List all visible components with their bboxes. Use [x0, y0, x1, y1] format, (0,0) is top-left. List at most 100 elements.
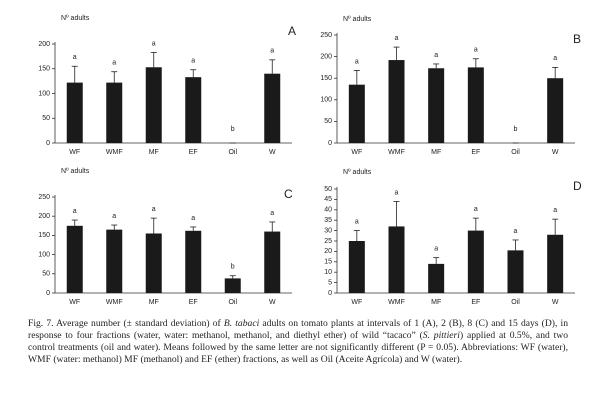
bar [428, 263, 445, 293]
x-tick-label: WF [351, 299, 362, 306]
chart-title: Nº adults [343, 169, 372, 176]
x-tick-label: W [269, 149, 276, 156]
bar [66, 225, 83, 293]
bar [145, 233, 162, 293]
bar [467, 230, 484, 293]
x-tick-label: W [552, 149, 559, 156]
bar [547, 234, 564, 293]
y-tick-label: 50 [324, 186, 332, 193]
y-tick-label: 10 [324, 269, 332, 276]
significance-letter: b [514, 126, 518, 133]
x-tick-label: EF [471, 299, 480, 306]
x-tick-label: EF [189, 149, 198, 156]
x-tick-label: WMF [106, 299, 123, 306]
y-tick-label: 150 [38, 66, 50, 73]
x-tick-label: Oil [511, 149, 520, 156]
significance-letter: a [112, 60, 116, 67]
y-tick-label: 50 [42, 115, 50, 122]
bar [145, 67, 162, 143]
y-tick-label: 150 [38, 232, 50, 239]
significance-letter: a [355, 58, 359, 65]
x-tick-label: Oil [511, 299, 520, 306]
caption-text: Fig. 7. Average number (± standard devia… [28, 318, 224, 329]
panel-label: A [288, 24, 296, 38]
panel-label: D [573, 179, 582, 193]
significance-letter: a [434, 245, 438, 252]
significance-letter: a [514, 228, 518, 235]
significance-letter: a [270, 48, 274, 55]
y-tick-label: 0 [46, 140, 50, 147]
x-tick-label: WF [69, 299, 80, 306]
significance-letter: a [270, 210, 274, 217]
significance-letter: a [395, 189, 399, 196]
significance-letter: a [191, 215, 195, 222]
x-tick-label: EF [189, 299, 198, 306]
x-tick-label: MF [149, 149, 159, 156]
x-tick-label: MF [431, 299, 441, 306]
significance-letter: a [191, 58, 195, 65]
x-tick-label: WF [351, 149, 362, 156]
x-tick-label: W [552, 299, 559, 306]
caption-text: adults on tomato plants at intervals of … [28, 318, 568, 341]
x-tick-label: MF [431, 149, 441, 156]
bar [467, 67, 484, 143]
x-tick-label: EF [471, 149, 480, 156]
chart-title: Nº adults [343, 16, 372, 23]
y-tick-label: 15 [324, 259, 332, 266]
bar [264, 73, 281, 143]
y-tick-label: 250 [320, 32, 332, 39]
significance-letter: a [553, 55, 557, 62]
y-tick-label: 20 [324, 248, 332, 255]
bar [547, 78, 564, 143]
x-tick-label: WMF [388, 149, 405, 156]
significance-letter: a [152, 206, 156, 213]
y-tick-label: 25 [324, 238, 332, 245]
significance-letter: b [231, 126, 235, 133]
x-tick-label: WF [69, 149, 80, 156]
y-tick-label: 5 [328, 279, 332, 286]
bar [264, 231, 281, 293]
x-tick-label: MF [149, 299, 159, 306]
y-tick-label: 50 [324, 118, 332, 125]
y-tick-label: 150 [320, 75, 332, 82]
y-tick-label: 100 [38, 251, 50, 258]
bar [507, 250, 524, 293]
chart-title: Nº adults [61, 168, 90, 175]
y-tick-label: 200 [320, 53, 332, 60]
significance-letter: a [553, 207, 557, 214]
bar [224, 278, 241, 293]
significance-letter: a [434, 52, 438, 59]
y-tick-label: 200 [38, 41, 50, 48]
y-tick-label: 0 [328, 290, 332, 297]
caption: Fig. 7. Average number (± standard devia… [28, 318, 568, 366]
caption-text: B. tabaci [223, 318, 260, 329]
significance-letter: a [395, 35, 399, 42]
bar [348, 241, 365, 293]
caption-text: ) applied at 0.5%, and two control treat… [28, 330, 568, 365]
significance-letter: a [474, 206, 478, 213]
bar [388, 60, 405, 143]
significance-letter: b [231, 264, 235, 271]
x-tick-label: W [269, 299, 276, 306]
bar [185, 77, 202, 143]
y-tick-label: 200 [38, 213, 50, 220]
bar [348, 84, 365, 143]
figure: Nº adultsA050100150200aWFaWMFaMFaEFbOila… [38, 15, 582, 306]
x-tick-label: WMF [106, 149, 123, 156]
x-tick-label: WMF [388, 299, 405, 306]
chart-title: Nº adults [61, 15, 90, 22]
y-tick-label: 35 [324, 217, 332, 224]
bar [106, 82, 123, 143]
significance-letter: a [73, 208, 77, 215]
significance-letter: a [112, 213, 116, 220]
significance-letter: a [355, 218, 359, 225]
bar [185, 230, 202, 293]
bar [428, 68, 445, 143]
significance-letter: a [73, 54, 77, 61]
y-tick-label: 100 [320, 97, 332, 104]
significance-letter: a [474, 47, 478, 54]
bar [106, 229, 123, 293]
y-tick-label: 0 [46, 290, 50, 297]
y-tick-label: 0 [328, 140, 332, 147]
